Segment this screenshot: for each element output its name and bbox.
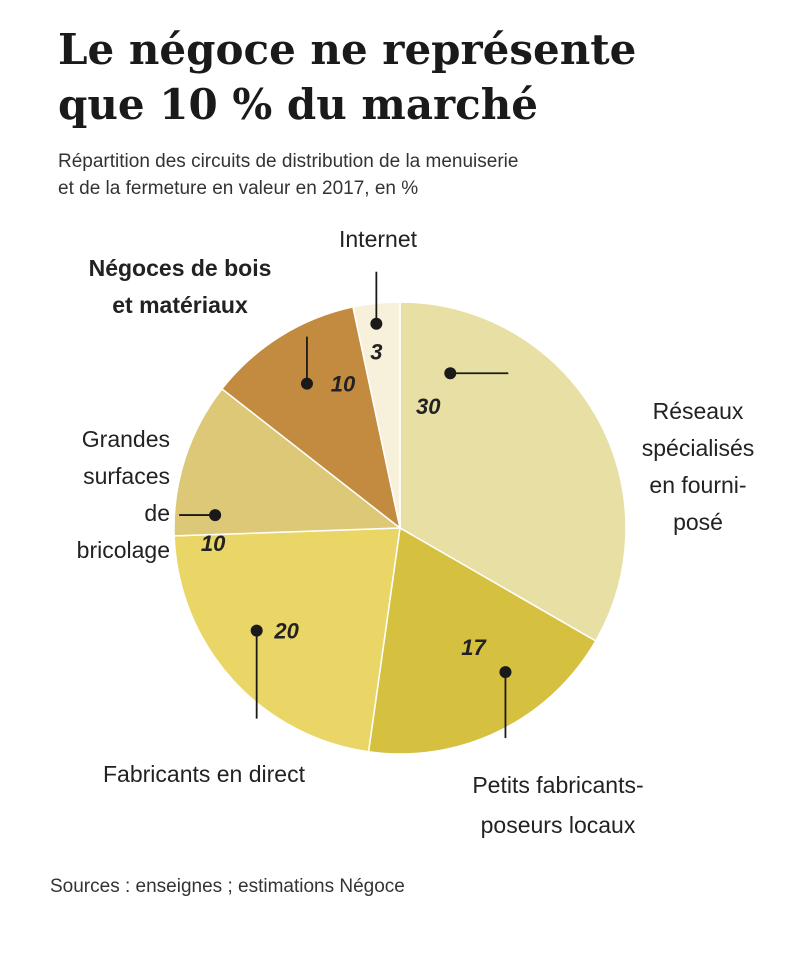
category-label-fabricants: Fabricants en direct	[103, 761, 306, 787]
category-label-line: spécialisés	[642, 435, 755, 461]
pie-slice-fabricants	[173, 527, 401, 753]
subtitle-line-1: Répartition des circuits de distribution…	[58, 151, 519, 172]
pie-slice-negoces	[220, 306, 402, 530]
category-label-reseaux: Réseaux spécialisés en fourni-posé	[642, 398, 755, 535]
category-label-negoces: Négoces de bois et matériaux	[89, 255, 272, 318]
value-label-petits: 17	[461, 635, 487, 660]
pie-slice-reseaux	[399, 301, 627, 643]
callout-dot-reseaux	[444, 367, 457, 380]
category-label-line: Réseaux	[653, 398, 744, 424]
title-line-1: Le négoce ne représente	[58, 25, 637, 74]
category-label-line: bricolage	[77, 537, 170, 563]
callout-dot-petits	[499, 666, 512, 679]
chart-subtitle: Répartition des circuits de distribution…	[58, 148, 778, 202]
category-label-line: posé	[673, 509, 723, 535]
category-label-line: Fabricants en direct	[103, 761, 306, 787]
pie-slice-grandes	[173, 387, 403, 537]
pie-slice-petits	[367, 526, 597, 755]
category-label-line: Négoces de bois	[89, 255, 272, 281]
source-note: Sources : enseignes ; estimations Négoce	[50, 876, 405, 897]
category-label-line: de	[144, 500, 170, 526]
title-line-2: que 10 % du marché	[58, 80, 538, 129]
category-label-line: Internet	[339, 226, 418, 252]
value-label-negoces: 10	[331, 372, 356, 397]
callout-dot-negoces	[300, 377, 313, 390]
chart-title: Le négoce ne représente que 10 % du marc…	[58, 22, 778, 132]
category-label-internet: Internet	[339, 226, 418, 252]
category-label-line: Petits fabricants-	[472, 772, 643, 798]
category-label-line: en fourni-	[649, 472, 746, 498]
category-label-line: Grandes	[82, 426, 170, 452]
category-label-line: surfaces	[83, 463, 170, 489]
callout-dot-internet	[370, 317, 383, 330]
category-label-grandes: Grandes surfaces de bricolage	[77, 426, 170, 563]
callout-dot-fabricants	[250, 624, 263, 637]
subtitle-line-2: et de la fermeture en valeur en 2017, en…	[58, 178, 419, 199]
category-label-line: et matériaux	[112, 292, 248, 318]
category-label-petits: Petits fabricants-poseurs locaux	[472, 772, 643, 838]
category-label-line: poseurs locaux	[481, 812, 636, 838]
value-label-reseaux: 30	[416, 394, 441, 419]
value-label-internet: 3	[370, 340, 382, 365]
value-label-fabricants: 20	[273, 619, 299, 644]
value-label-grandes: 10	[201, 531, 226, 556]
callout-dot-grandes	[209, 509, 222, 522]
